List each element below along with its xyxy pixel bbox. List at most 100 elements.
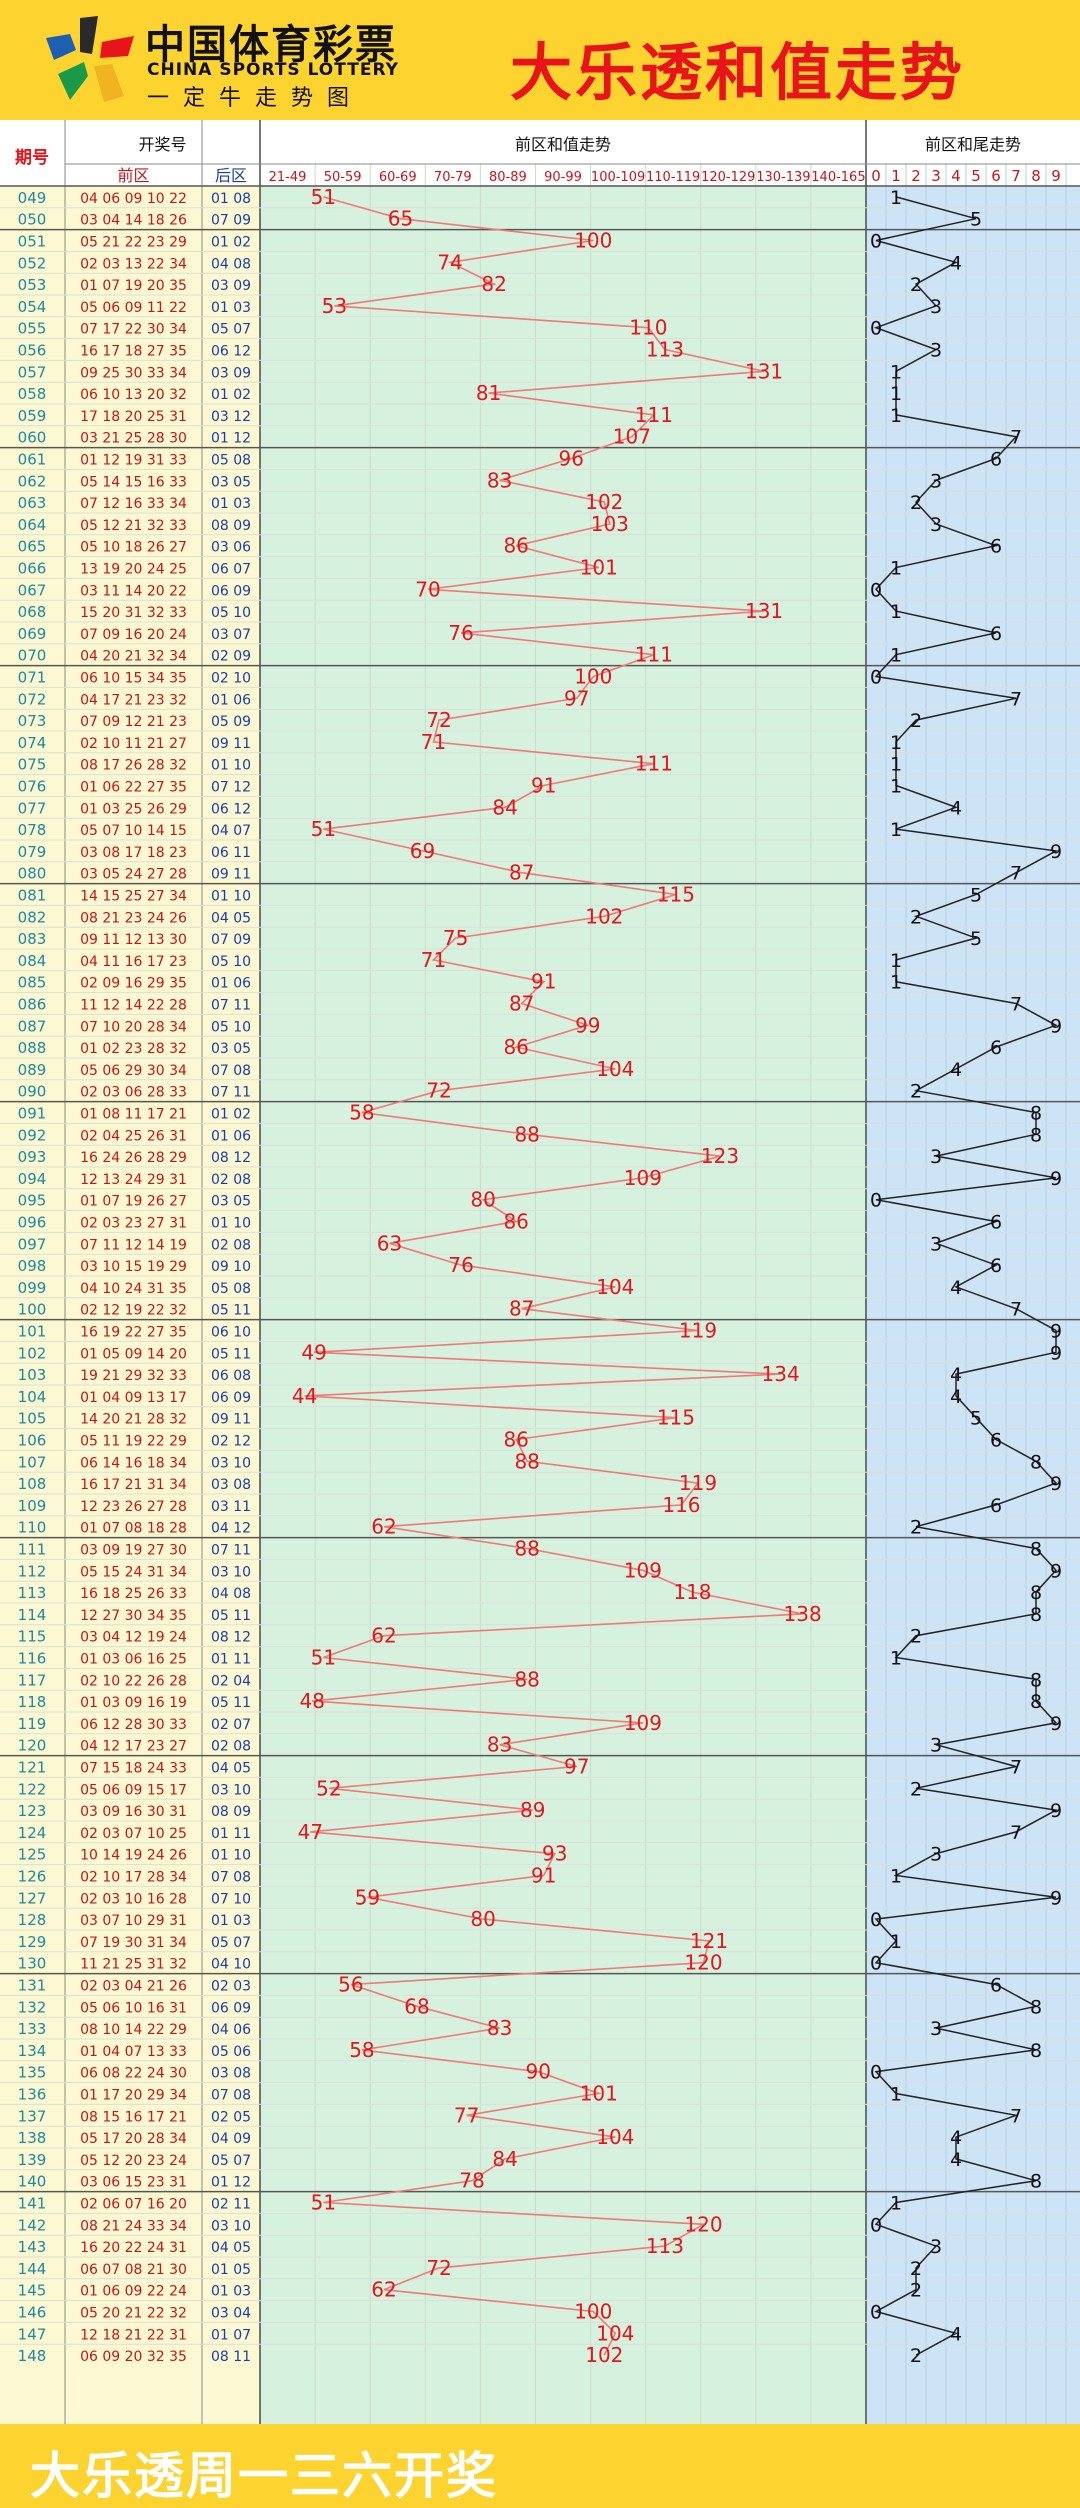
issue-number: 125 — [18, 1846, 47, 1864]
issue-number: 081 — [18, 887, 47, 905]
tail-point: 3 — [930, 1735, 942, 1757]
sum-point: 97 — [564, 1755, 589, 1779]
sum-point: 70 — [415, 577, 440, 601]
issue-number: 116 — [18, 1650, 47, 1668]
sum-point: 88 — [514, 1122, 539, 1146]
tail-point: 7 — [1010, 427, 1022, 449]
front-numbers: 03 21 25 28 30 — [80, 431, 187, 447]
back-numbers: 04 09 — [211, 2131, 251, 2147]
tail-point: 8 — [1030, 1582, 1042, 1604]
back-numbers: 07 08 — [211, 1063, 251, 1079]
tail-point: 3 — [930, 340, 942, 362]
back-numbers: 07 11 — [211, 1543, 251, 1559]
sum-point: 86 — [503, 1210, 528, 1234]
issue-number: 052 — [18, 254, 47, 272]
header-issue: 期号 — [15, 148, 49, 168]
tail-point: 9 — [1050, 1713, 1062, 1735]
front-numbers: 04 17 21 23 32 — [80, 692, 187, 708]
issue-number: 050 — [18, 211, 47, 229]
tail-point: 1 — [890, 732, 902, 754]
sum-range-label: 80-89 — [489, 170, 527, 185]
back-numbers: 06 09 — [211, 1390, 251, 1406]
back-numbers: 05 10 — [211, 605, 251, 621]
back-numbers: 02 07 — [211, 1717, 251, 1733]
back-numbers: 02 09 — [211, 649, 251, 665]
back-numbers: 02 03 — [211, 1979, 251, 1995]
issue-number: 064 — [18, 516, 47, 534]
tail-point: 3 — [930, 296, 942, 318]
tail-digit-label: 0 — [871, 167, 881, 185]
issue-number: 079 — [18, 843, 47, 861]
header-front: 前区 — [117, 166, 149, 185]
front-numbers: 08 15 16 17 21 — [80, 2109, 187, 2125]
issue-number: 085 — [18, 974, 47, 992]
front-numbers: 04 20 21 32 34 — [80, 649, 187, 665]
sum-point: 107 — [613, 425, 651, 449]
front-numbers: 03 09 16 30 31 — [80, 1804, 187, 1820]
back-numbers: 05 08 — [211, 1281, 251, 1297]
back-numbers: 08 09 — [211, 1804, 251, 1820]
issue-number: 063 — [18, 494, 47, 512]
front-numbers: 04 12 17 23 27 — [80, 1739, 187, 1755]
page-title: 大乐透和值走势 — [510, 36, 966, 109]
issue-number: 054 — [18, 298, 47, 316]
tail-point: 0 — [870, 1953, 882, 1975]
sum-point: 120 — [684, 2212, 722, 2236]
back-numbers: 01 10 — [211, 758, 251, 774]
tail-point: 8 — [1030, 1669, 1042, 1691]
sum-point: 53 — [322, 294, 347, 318]
issue-number: 119 — [18, 1715, 47, 1733]
tail-point: 6 — [990, 1255, 1002, 1277]
tail-point: 9 — [1050, 1800, 1062, 1822]
front-numbers: 12 18 21 22 31 — [80, 2327, 187, 2343]
front-numbers: 06 14 16 18 34 — [80, 1455, 187, 1471]
tail-point: 1 — [890, 361, 902, 383]
front-numbers: 16 18 25 26 33 — [80, 1586, 187, 1602]
back-numbers: 02 04 — [211, 1673, 251, 1689]
sum-point: 104 — [596, 2321, 634, 2345]
issue-number: 056 — [18, 342, 47, 360]
issue-number: 139 — [18, 2151, 47, 2169]
back-numbers: 02 12 — [211, 1434, 251, 1450]
front-numbers: 02 10 17 28 34 — [80, 1870, 187, 1886]
sum-point: 78 — [459, 2169, 484, 2193]
back-numbers: 07 12 — [211, 780, 251, 796]
sum-point: 48 — [300, 1689, 325, 1713]
issue-number: 080 — [18, 865, 47, 883]
front-numbers: 09 25 30 33 34 — [80, 365, 187, 381]
issue-number: 078 — [18, 821, 47, 839]
back-numbers: 03 10 — [211, 1782, 251, 1798]
tail-digit-label: 8 — [1031, 167, 1041, 185]
tail-point: 1 — [890, 645, 902, 667]
sum-point: 87 — [509, 861, 534, 885]
sum-point: 89 — [520, 1798, 545, 1822]
sum-range-label: 21-49 — [269, 170, 307, 185]
issue-number: 124 — [18, 1824, 47, 1842]
back-numbers: 01 03 — [211, 2284, 251, 2300]
front-numbers: 07 15 18 24 33 — [80, 1761, 187, 1777]
sum-point: 96 — [559, 447, 584, 471]
sum-point: 83 — [487, 1733, 512, 1757]
front-numbers: 01 07 08 18 28 — [80, 1521, 187, 1537]
tail-point: 1 — [890, 972, 902, 994]
issue-number: 082 — [18, 908, 47, 926]
sum-point: 118 — [673, 1580, 711, 1604]
sum-point: 100 — [574, 2300, 612, 2324]
back-numbers: 04 05 — [211, 1761, 251, 1777]
tail-point: 2 — [910, 710, 922, 732]
issue-number: 108 — [18, 1475, 47, 1493]
back-numbers: 03 10 — [211, 1564, 251, 1580]
back-numbers: 07 08 — [211, 1870, 251, 1886]
issue-number: 135 — [18, 2064, 47, 2082]
sum-point: 109 — [624, 1711, 662, 1735]
sum-point: 82 — [481, 272, 506, 296]
front-numbers: 05 12 21 32 33 — [80, 518, 187, 534]
back-numbers: 03 08 — [211, 2066, 251, 2082]
issue-number: 126 — [18, 1868, 47, 1886]
front-numbers: 01 04 09 13 17 — [80, 1390, 187, 1406]
front-numbers: 15 20 31 32 33 — [80, 605, 187, 621]
header-sum-trend: 前区和值走势 — [515, 135, 611, 154]
issue-number: 091 — [18, 1105, 47, 1123]
tail-point: 1 — [890, 2193, 902, 2215]
sum-point: 103 — [591, 512, 629, 536]
